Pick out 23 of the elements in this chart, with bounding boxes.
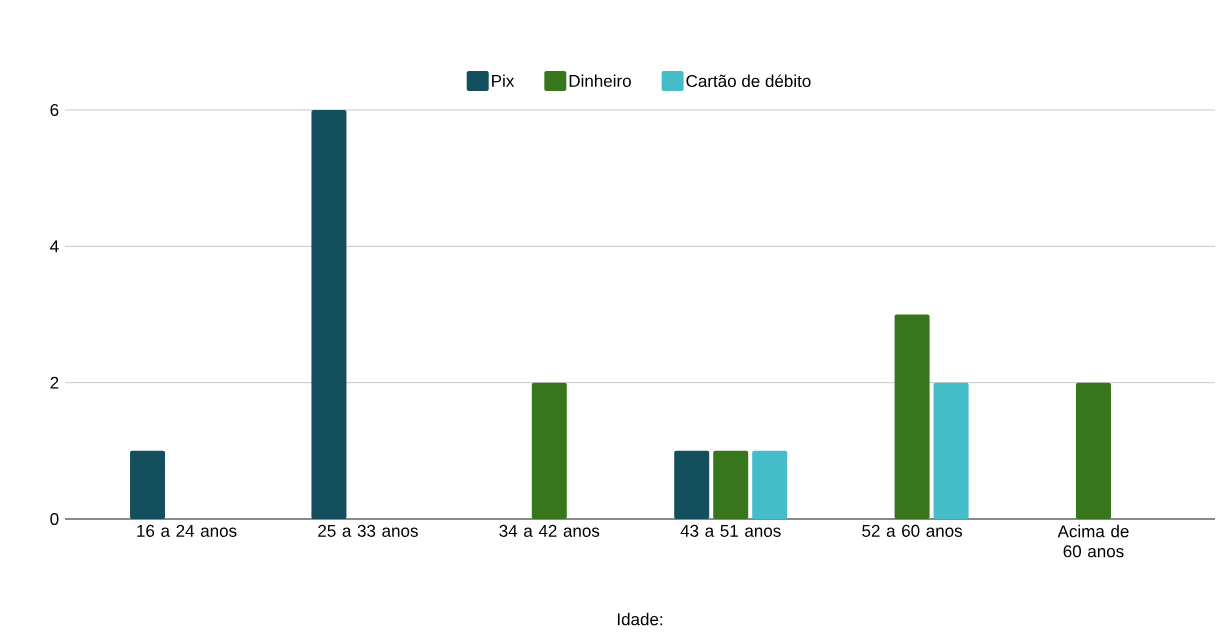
x-axis-title: Idade: xyxy=(617,612,663,626)
legend-label: Dinheiro xyxy=(569,74,631,87)
x-tick-label: Acima de 60 anos xyxy=(1057,524,1129,558)
bar xyxy=(531,382,567,519)
bar xyxy=(311,109,347,519)
bar xyxy=(933,382,969,519)
legend-label: Pix xyxy=(492,74,515,87)
bar xyxy=(674,450,710,519)
bar xyxy=(752,450,788,519)
bar xyxy=(713,450,749,519)
y-tick-label: 6 xyxy=(50,103,59,117)
bar xyxy=(1075,382,1111,519)
x-tick-label: 52 a 60 anos xyxy=(862,524,963,537)
y-tick-label: 0 xyxy=(50,512,59,526)
legend-label: Cartão de débito xyxy=(686,74,811,88)
x-tick-label: 43 a 51 anos xyxy=(680,524,781,537)
x-tick-label: 34 a 42 anos xyxy=(499,524,600,537)
x-tick-label: 16 a 24 anos xyxy=(137,524,237,537)
bar xyxy=(130,450,166,519)
x-tick-label: 25 a 33 anos xyxy=(318,524,418,537)
y-tick-label: 2 xyxy=(50,376,59,389)
bar xyxy=(894,314,930,519)
y-tick-label: 4 xyxy=(50,240,59,253)
